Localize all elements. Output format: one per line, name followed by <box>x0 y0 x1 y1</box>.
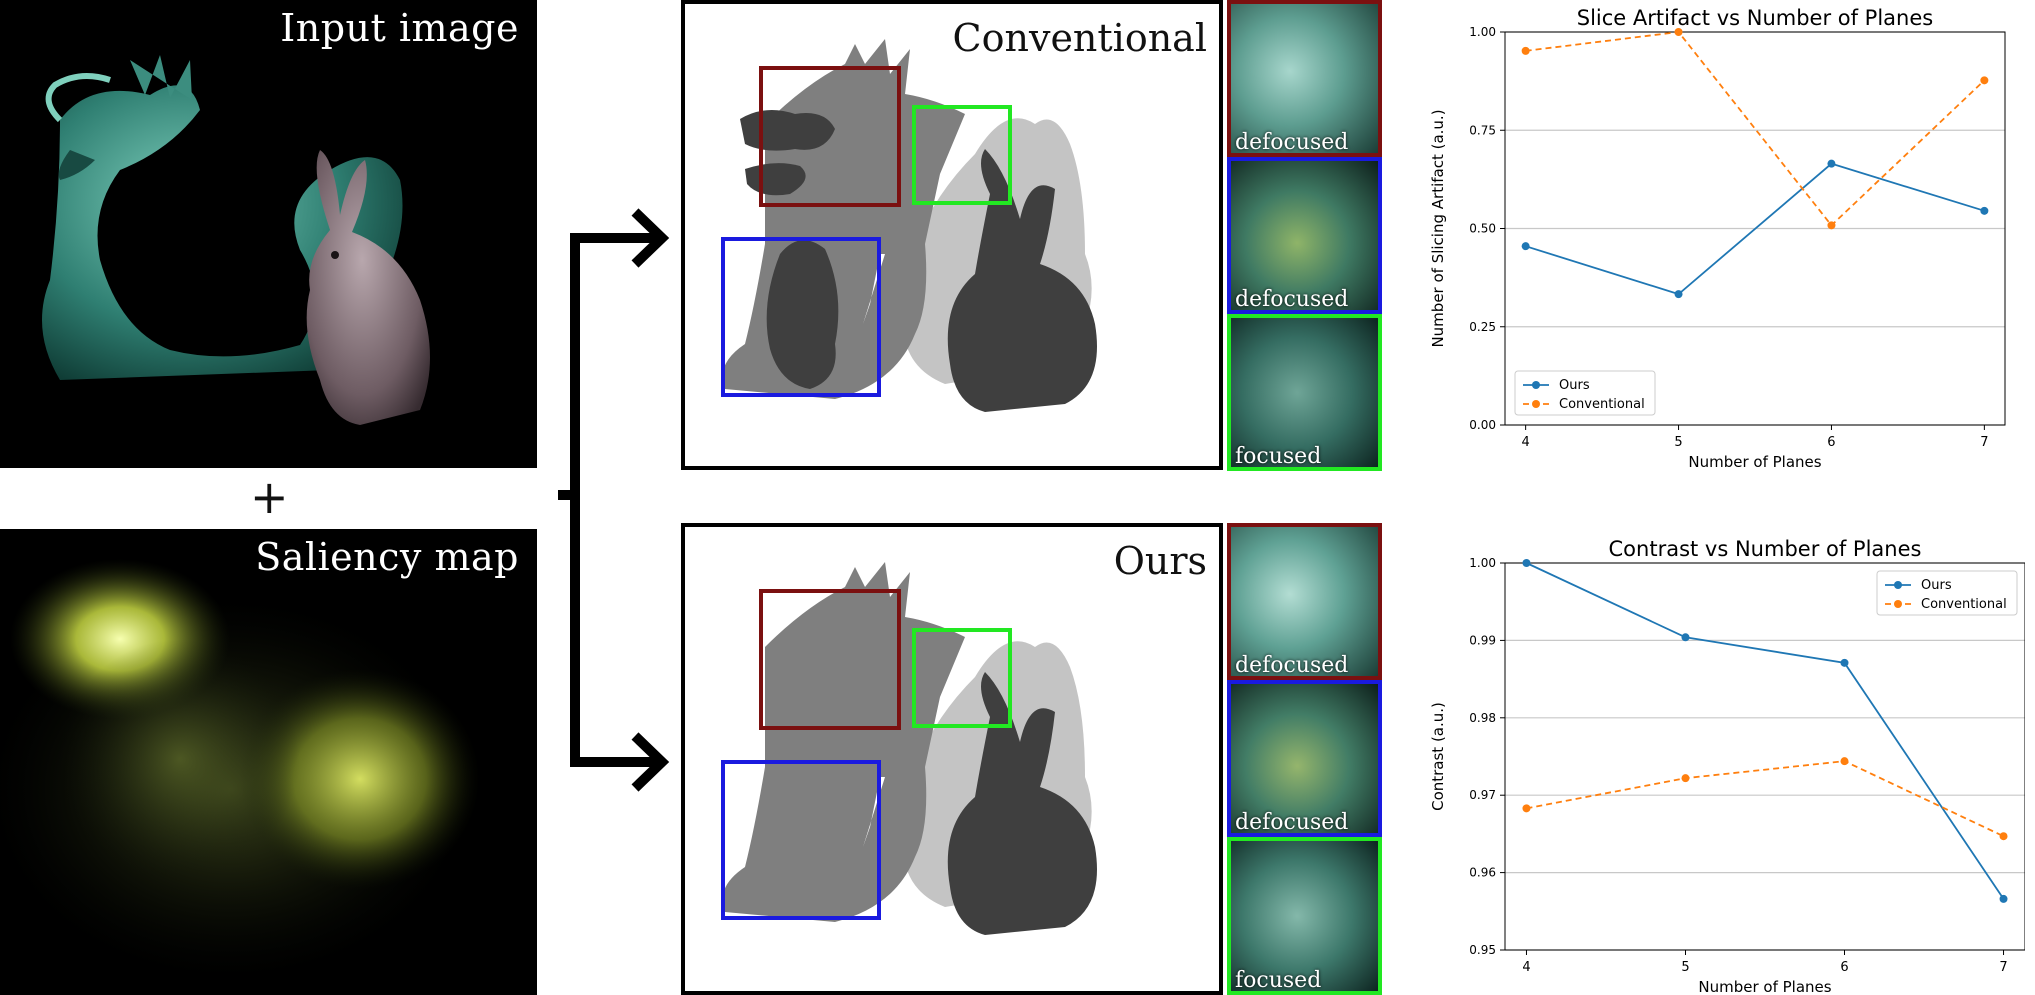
chart-title: Slice Artifact vs Number of Planes <box>1577 6 1933 30</box>
x-tick-label: 6 <box>1840 960 1848 975</box>
region-box-red <box>759 66 901 207</box>
region-box-green <box>912 628 1012 728</box>
data-point-ours <box>1521 242 1530 251</box>
x-tick-label: 7 <box>1980 435 1988 450</box>
y-tick-label: 0.95 <box>1469 943 1496 957</box>
ours-crop-red: defocused <box>1227 523 1382 680</box>
region-box-blue <box>721 237 881 397</box>
legend-label: Ours <box>1921 578 1952 593</box>
x-tick-label: 7 <box>1999 960 2007 975</box>
legend-marker <box>1894 581 1902 589</box>
legend-label: Ours <box>1559 378 1590 393</box>
data-point-conventional <box>1999 832 2008 841</box>
y-tick-label: 0.96 <box>1469 866 1496 880</box>
plot-frame <box>1504 562 2025 951</box>
saliency-map-image: Saliency map <box>0 529 537 995</box>
x-axis-label: Number of Planes <box>1698 978 1831 993</box>
legend-marker <box>1894 600 1902 608</box>
series-line-ours <box>1526 562 2005 900</box>
region-box-green <box>912 105 1012 205</box>
input-image: Input image <box>0 0 537 468</box>
y-tick-label: 0.99 <box>1469 633 1496 647</box>
conventional-panel: Conventional <box>681 0 1223 470</box>
y-tick-label: 0.25 <box>1469 320 1496 334</box>
legend-marker <box>1532 400 1540 408</box>
x-tick-label: 4 <box>1522 435 1530 450</box>
y-axis-label: Number of Slicing Artifact (a.u.) <box>1429 109 1447 347</box>
data-point-conventional <box>1840 757 1849 766</box>
data-point-ours <box>1522 559 1531 567</box>
region-box-red <box>759 589 901 730</box>
y-tick-label: 0.98 <box>1469 711 1496 725</box>
crop-label: focused <box>1235 968 1322 993</box>
dragon-bunny-render <box>42 55 430 425</box>
crop-label: defocused <box>1235 810 1349 835</box>
y-axis-label: Contrast (a.u.) <box>1429 702 1447 811</box>
conventional-crop-blue: defocused <box>1227 157 1382 314</box>
ours-panel: Ours <box>681 523 1223 995</box>
series-line-conventional <box>1525 31 1985 227</box>
chart-title: Contrast vs Number of Planes <box>1609 537 1922 561</box>
legend-label: Conventional <box>1921 597 2007 612</box>
data-point-conventional <box>1980 76 1989 85</box>
legend-label: Conventional <box>1559 397 1645 412</box>
series-line-conventional <box>1526 760 2004 838</box>
slice-artifact-chart: 0.00 0.25 0.50 0.75 1.00 4 5 6 7 Slice Artifact v… <box>1429 6 2006 470</box>
contrast-chart: 0.95 0.96 0.97 0.98 0.99 1.00 4 5 6 7 Contrast vs … <box>1429 537 2025 993</box>
x-tick-label: 5 <box>1681 960 1689 975</box>
region-box-blue <box>721 760 881 920</box>
data-point-ours <box>1840 658 1849 667</box>
data-point-ours <box>1674 290 1683 299</box>
crop-label: defocused <box>1235 653 1349 678</box>
data-point-conventional <box>1827 221 1836 230</box>
y-tick-label: 0.50 <box>1469 222 1496 236</box>
data-point-conventional <box>1521 46 1530 55</box>
data-point-ours <box>1681 633 1690 642</box>
conventional-crop-red: defocused <box>1227 0 1382 157</box>
series-line-ours <box>1525 162 1985 296</box>
saliency-map-label: Saliency map <box>255 535 519 579</box>
x-tick-label: 4 <box>1522 960 1530 975</box>
saliency-heatmap <box>0 559 480 979</box>
ours-title: Ours <box>1113 539 1207 583</box>
ours-depth-slices <box>721 562 1097 935</box>
x-tick-label: 5 <box>1674 435 1682 450</box>
x-axis-label: Number of Planes <box>1688 453 1821 470</box>
data-point-ours <box>1980 206 1989 215</box>
legend-marker <box>1532 381 1540 389</box>
conventional-crop-green: focused <box>1227 314 1382 471</box>
data-point-ours <box>1827 159 1836 168</box>
legend-box <box>1514 370 1656 416</box>
plot-frame <box>1504 31 2006 426</box>
branch-arrows <box>558 208 670 792</box>
plus-sign: + <box>250 470 289 524</box>
ours-crop-green: focused <box>1227 837 1382 995</box>
crop-label: defocused <box>1235 287 1349 312</box>
data-point-conventional <box>1674 28 1683 36</box>
data-point-conventional <box>1681 774 1690 783</box>
ours-crop-blue: defocused <box>1227 680 1382 837</box>
crop-label: focused <box>1235 444 1322 469</box>
data-point-conventional <box>1522 804 1531 813</box>
y-tick-label: 0.75 <box>1469 123 1496 137</box>
y-tick-label: 0.97 <box>1469 788 1496 802</box>
y-tick-label: 1.00 <box>1469 556 1496 570</box>
data-point-ours <box>1999 894 2008 903</box>
y-tick-label: 1.00 <box>1469 25 1496 39</box>
legend-box <box>1876 570 2018 616</box>
conventional-title: Conventional <box>952 16 1207 60</box>
x-tick-label: 6 <box>1827 435 1835 450</box>
conventional-depth-slices <box>721 39 1097 412</box>
crop-label: defocused <box>1235 130 1349 155</box>
y-tick-label: 0.00 <box>1469 418 1496 432</box>
input-image-label: Input image <box>280 6 519 50</box>
